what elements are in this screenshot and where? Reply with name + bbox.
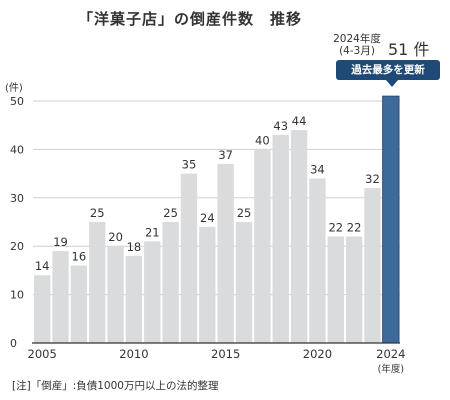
data-label-2006: 19	[53, 235, 68, 249]
bar-2010	[125, 255, 143, 343]
highlight-year-line2: (4-3月)	[339, 45, 375, 57]
y-axis-unit-label: (件)	[5, 83, 23, 94]
data-label-2010: 18	[127, 240, 142, 254]
data-label-2016: 25	[237, 206, 252, 220]
bar-2021	[327, 236, 344, 343]
data-label-2015: 37	[218, 148, 233, 162]
badge-pointer-icon	[386, 80, 398, 87]
bar-2020	[309, 178, 326, 343]
data-label-2018: 43	[273, 119, 288, 133]
highlight-year-label: 2024年度 (4-3月)	[322, 33, 392, 57]
y-tick-label-40: 40	[10, 143, 24, 156]
data-label-2021: 22	[328, 221, 343, 235]
data-label-2009: 20	[108, 230, 123, 244]
data-label-2008: 25	[90, 206, 105, 220]
record-badge: 過去最多を更新	[336, 60, 440, 80]
y-tick-label-10: 10	[10, 289, 24, 302]
data-label-2019: 44	[292, 114, 307, 128]
highlight-year-line1: 2024年度	[333, 33, 381, 45]
x-tick-label-2005: 2005	[28, 347, 57, 361]
y-tick-label-0: 0	[10, 337, 17, 350]
data-label-2013: 35	[182, 158, 197, 172]
data-label-2011: 21	[145, 225, 160, 239]
data-label-2012: 25	[163, 206, 178, 220]
data-label-2007: 16	[72, 250, 87, 264]
bar-2016	[235, 222, 253, 343]
y-tick-label-50: 50	[10, 95, 24, 108]
bar-2007	[70, 265, 88, 343]
y-tick-label-20: 20	[10, 240, 24, 253]
chart-title: 「洋菓子店」の倒産件数 推移	[77, 10, 302, 28]
x-axis-unit-label: (年度)	[378, 363, 404, 375]
bar-2019	[290, 130, 308, 343]
bar-2024	[382, 95, 400, 344]
data-label-2022: 22	[347, 221, 362, 235]
x-tick-label-2024: 2024	[376, 347, 405, 361]
bar-2023	[364, 188, 381, 343]
data-label-2017: 40	[255, 133, 270, 147]
bar-2018	[272, 134, 289, 343]
x-tick-label-2010: 2010	[119, 347, 148, 361]
data-label-2020: 34	[310, 162, 325, 176]
bar-2006	[52, 251, 69, 343]
highlight-value: 51 件	[388, 40, 430, 59]
bar-2017	[254, 149, 271, 343]
bar-2014	[199, 226, 216, 343]
bar-2008	[89, 222, 106, 343]
data-label-2005: 14	[35, 259, 50, 273]
footnote: [注]「倒産」:負債1000万円以上の法的整理	[12, 380, 219, 392]
data-label-2014: 24	[200, 211, 215, 225]
bar-2013	[180, 173, 198, 343]
bar-2011	[144, 241, 161, 343]
x-tick-label-2015: 2015	[211, 347, 240, 361]
data-label-2023: 32	[365, 172, 380, 186]
bar-2005	[34, 275, 51, 343]
bar-2022	[345, 236, 363, 343]
bar-2015	[217, 163, 234, 343]
bar-2012	[162, 222, 179, 343]
bar-2009	[107, 246, 124, 343]
x-tick-label-2020: 2020	[303, 347, 332, 361]
y-tick-label-30: 30	[10, 192, 24, 205]
